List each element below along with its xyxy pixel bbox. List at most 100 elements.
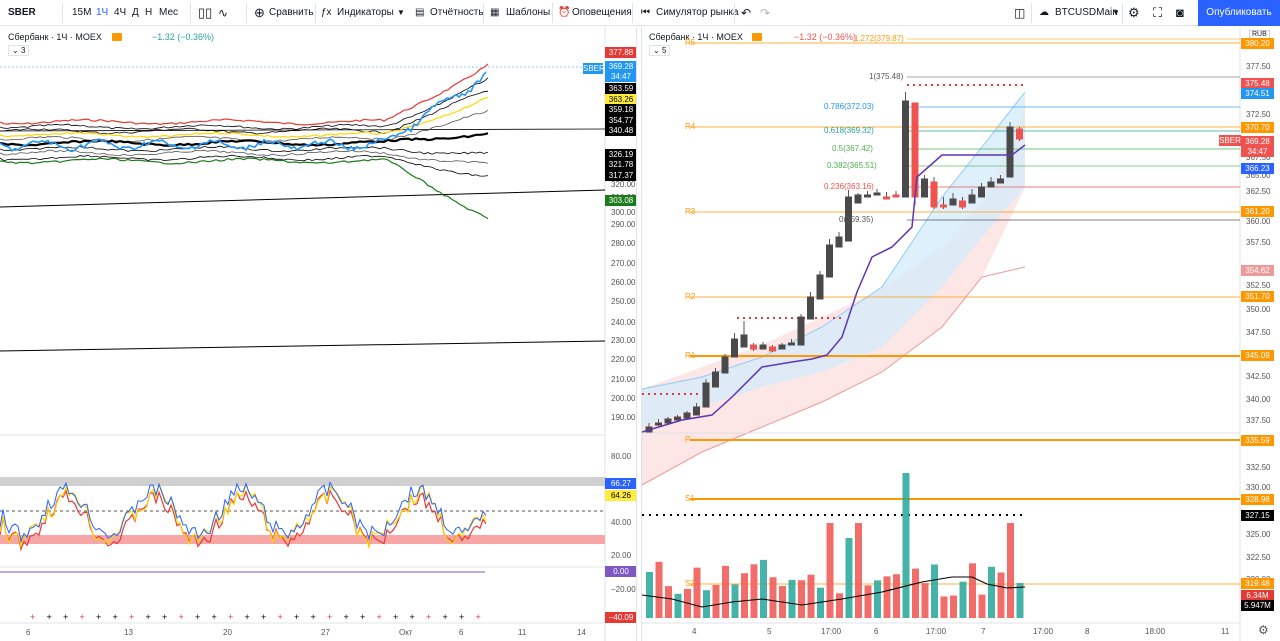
- axis-tick-label: 330.00: [1246, 483, 1271, 492]
- interval-1h[interactable]: 1Ч: [96, 7, 109, 18]
- time-axis-label: 8: [1085, 627, 1090, 636]
- price-label: 5.947M: [1241, 600, 1274, 611]
- axis-tick-label: 357.50: [1246, 238, 1271, 247]
- chevron-down-icon[interactable]: ▼: [1112, 8, 1120, 17]
- signal-marker: +: [344, 612, 349, 622]
- indicators-toggle[interactable]: ⌄ 5: [649, 45, 671, 56]
- volume-bar: [950, 595, 957, 618]
- candle-body: [674, 416, 681, 421]
- interval-month[interactable]: Мес: [159, 7, 179, 18]
- divider: [632, 3, 633, 23]
- price-label: 354.77: [605, 115, 636, 126]
- axis-tick-label: 210.00: [611, 375, 636, 384]
- candles-icon[interactable]: ▯▯: [198, 5, 213, 20]
- redo-icon[interactable]: ↷: [760, 6, 771, 20]
- band-line: [0, 157, 489, 220]
- camera-icon[interactable]: ◙: [1176, 5, 1184, 20]
- price-label: 340.48: [605, 125, 636, 136]
- divider: [552, 3, 553, 23]
- time-axis-label: 13: [124, 628, 133, 637]
- divider: [62, 3, 63, 23]
- sber-tag: SBER: [1219, 135, 1241, 146]
- volume-bar: [817, 587, 824, 618]
- time-axis-label: 17:00: [926, 627, 947, 636]
- publish-button[interactable]: Опубликовать: [1198, 0, 1280, 26]
- price-label: 369.28: [1241, 136, 1274, 147]
- gear-icon[interactable]: ⚙: [1128, 5, 1140, 20]
- left-chart-canvas[interactable]: + + + + + + + + + + + + + + + + + + + + + + + + + + + +: [0, 27, 637, 641]
- reports-button[interactable]: Отчётность: [430, 7, 484, 18]
- signal-marker: +: [360, 612, 365, 622]
- candle-body: [902, 100, 909, 198]
- templates-button[interactable]: Шаблоны: [506, 7, 551, 18]
- price-label: 375.48: [1241, 78, 1274, 89]
- price-label: 370.70: [1241, 122, 1274, 133]
- axis-tick-label: 320.00: [611, 180, 636, 189]
- gear-icon[interactable]: ⚙: [1258, 623, 1269, 637]
- line-chart-icon[interactable]: ∿: [218, 6, 229, 20]
- layout-name-button[interactable]: BTCUSDMain: [1055, 7, 1118, 18]
- fullscreen-icon[interactable]: ⛶: [1153, 5, 1163, 20]
- candle-body: [949, 198, 957, 206]
- axis-tick-label: 322.50: [1246, 553, 1271, 562]
- signal-marker: +: [459, 612, 464, 622]
- band-line: [0, 90, 489, 135]
- fib-label: 0(359.35): [839, 215, 874, 224]
- right-chart-pane[interactable]: Сбербанк · 1Ч · MOEX −1.32 (−0.36%) ⌄ 5 …: [641, 27, 1280, 641]
- interval-week[interactable]: Н: [145, 7, 153, 18]
- upper-band-area: [642, 92, 1025, 427]
- osc-value-label: 0.00: [605, 566, 636, 577]
- layout-icon[interactable]: ◫: [1014, 6, 1026, 20]
- axis-tick-label: 342.50: [1246, 372, 1271, 381]
- pivot-label: R3: [685, 207, 696, 216]
- time-axis-label: 18:00: [1145, 627, 1166, 636]
- axis-tick-label: 190.00: [611, 413, 636, 422]
- compare-button[interactable]: Сравнить: [269, 7, 314, 18]
- osc-main-line: [0, 481, 487, 544]
- axis-tick-label: 270.00: [611, 259, 636, 268]
- fib-label: 0.618(369.32): [824, 126, 874, 135]
- fib-label: 0.236(363.16): [824, 182, 874, 191]
- moving-average-line: [642, 144, 1026, 433]
- fib-label: 0.5(367.42): [832, 144, 873, 153]
- candle-body: [845, 196, 852, 242]
- alarm-clock-icon: ⏰: [558, 7, 571, 18]
- compare-plus-icon[interactable]: ⊕: [254, 5, 265, 20]
- time-axis-label: 17:00: [821, 627, 842, 636]
- indicators-count: 5: [661, 46, 667, 55]
- volume-bar: [959, 581, 967, 618]
- time-axis-label: 7: [981, 627, 986, 636]
- signal-marker: +: [476, 612, 481, 622]
- interval-15m[interactable]: 15М: [72, 7, 92, 18]
- price-label: 361.20: [1241, 206, 1274, 217]
- indicators-icon[interactable]: ƒx: [321, 7, 332, 18]
- volume-bar: [693, 567, 701, 618]
- market-simulator-button[interactable]: Симулятор рынка: [656, 7, 739, 18]
- price-label: 34:47: [605, 71, 636, 82]
- price-label: 321.78: [605, 159, 636, 170]
- left-chart-pane[interactable]: + + + + + + + + + + + + + + + + + + + + + + + + + + + + Сбербанк · …: [0, 27, 637, 641]
- alerts-button[interactable]: Оповещения: [572, 7, 632, 18]
- right-chart-canvas[interactable]: [642, 27, 1280, 641]
- chevron-down-icon[interactable]: ▼: [397, 8, 405, 17]
- indicators-button[interactable]: Индикаторы: [337, 7, 394, 18]
- signal-marker: +: [30, 612, 35, 622]
- axis-tick-label: 250.00: [611, 297, 636, 306]
- candle-body: [788, 342, 795, 346]
- undo-icon[interactable]: ↶: [741, 6, 752, 20]
- volume-ma-line: [642, 576, 1026, 608]
- candle-body: [750, 344, 757, 350]
- interval-4h[interactable]: 4Ч: [114, 7, 127, 18]
- pivot-label: P: [685, 435, 691, 444]
- price-label: 366.23: [1241, 163, 1274, 174]
- divider: [315, 3, 316, 23]
- symbol-search[interactable]: SBER: [8, 7, 36, 18]
- price-label: 328.98: [1241, 494, 1274, 505]
- price-label: 326.19: [605, 149, 636, 160]
- candle-body: [1016, 128, 1023, 140]
- templates-icon: ▦: [490, 7, 500, 18]
- axis-tick-label: 332.50: [1246, 463, 1271, 472]
- interval-day[interactable]: Д: [132, 7, 139, 18]
- indicators-toggle[interactable]: ⌄ 3: [8, 45, 30, 56]
- volume-bar: [712, 584, 720, 618]
